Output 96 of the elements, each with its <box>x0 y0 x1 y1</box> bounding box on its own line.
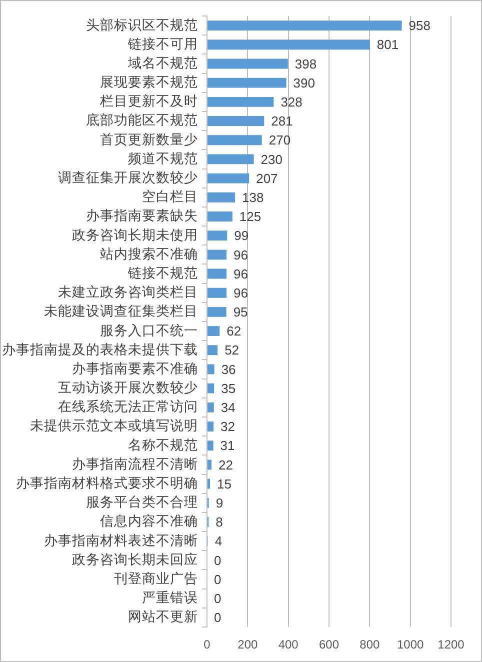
x-tick-label: 1000 <box>396 638 424 652</box>
data-label: 4 <box>214 534 222 549</box>
data-label: 95 <box>233 304 248 320</box>
data-label: 281 <box>271 114 293 129</box>
y-tick-label: 政务咨询长期未使用 <box>72 227 198 242</box>
y-tick-label: 频道不规范 <box>128 150 198 166</box>
data-label: 32 <box>220 419 235 434</box>
y-tick-label: 链接不规范 <box>127 265 198 280</box>
y-tick-label: 信息内容不准确 <box>100 514 198 529</box>
y-tick-label: 首页更新数量少 <box>100 132 198 147</box>
data-label: 0 <box>214 590 222 606</box>
bar <box>208 230 228 241</box>
bar <box>208 345 218 356</box>
data-label: 9 <box>216 495 224 510</box>
data-label: 96 <box>234 247 248 262</box>
data-label: 207 <box>256 170 278 186</box>
data-label: 34 <box>220 400 236 415</box>
bar <box>208 326 220 336</box>
data-label: 0 <box>214 572 222 587</box>
x-tick-label: 0 <box>204 638 211 652</box>
bar <box>208 96 274 107</box>
data-label: 230 <box>260 152 282 167</box>
bar <box>208 20 402 31</box>
bar <box>208 40 370 50</box>
y-tick-label: 办事指南要素缺失 <box>86 208 198 224</box>
data-label: 398 <box>294 56 317 72</box>
data-label: 958 <box>408 18 430 34</box>
y-tick-label: 办事指南要素不准确 <box>72 360 198 376</box>
data-label: 99 <box>234 228 249 244</box>
data-label: 0 <box>214 610 222 626</box>
y-tick-label: 服务平台类不合理 <box>86 494 198 510</box>
bar <box>208 478 210 489</box>
data-label: 0 <box>214 552 222 568</box>
data-label: 270 <box>268 132 291 148</box>
bar <box>208 173 250 184</box>
data-label: 15 <box>217 476 232 492</box>
bar <box>208 116 264 126</box>
data-label: 125 <box>239 209 262 224</box>
y-tick-label: 办事指南流程不清晰 <box>72 456 198 472</box>
y-tick-label: 政务咨询长期未回应 <box>72 552 198 567</box>
bar <box>208 440 214 451</box>
y-tick-label: 刊登商业广告 <box>114 570 198 586</box>
data-label: 52 <box>224 342 240 358</box>
bar <box>208 402 214 412</box>
bar <box>208 58 288 69</box>
y-tick-label: 链接不可用 <box>127 36 198 52</box>
bar <box>208 422 214 432</box>
bar <box>208 364 214 374</box>
y-tick-label: 未提供示范文本或填写说明 <box>30 418 198 434</box>
data-label: 22 <box>218 457 233 472</box>
x-tick-label: 400 <box>278 638 299 652</box>
data-label: 62 <box>226 324 242 339</box>
data-label: 35 <box>221 380 236 396</box>
data-label: 390 <box>293 75 316 90</box>
data-label: 138 <box>242 190 264 205</box>
x-tick-label: 600 <box>318 638 340 652</box>
y-tick-label: 服务入口不统一 <box>100 322 198 338</box>
data-label: 96 <box>234 266 248 282</box>
y-tick-label: 站内搜索不准确 <box>100 246 198 262</box>
data-label: 801 <box>376 37 399 52</box>
bar <box>208 383 214 394</box>
data-label: 328 <box>280 94 302 110</box>
y-tick-label: 办事指南材料格式要求不明确 <box>16 476 198 491</box>
data-label: 31 <box>220 438 235 454</box>
y-tick-label: 办事指南提及的表格未提供下载 <box>2 342 198 357</box>
bar <box>208 78 286 88</box>
bar <box>208 288 227 298</box>
data-label: 96 <box>234 285 248 300</box>
data-label: 36 <box>221 362 236 377</box>
x-tick-label: 800 <box>360 638 380 652</box>
bar <box>208 306 226 317</box>
bar <box>208 460 212 470</box>
y-tick-label: 展现要素不规范 <box>100 74 198 90</box>
bar <box>208 212 232 222</box>
y-tick-label: 底部功能区不规范 <box>86 112 198 128</box>
y-tick-label: 未能建设调查征集类栏目 <box>44 304 198 319</box>
y-tick-label: 办事指南材料表述不清晰 <box>44 532 198 548</box>
y-tick-label: 网站不更新 <box>128 609 198 624</box>
y-tick-label: 调查征集开展次数较少 <box>58 170 198 186</box>
y-tick-label: 空白栏目 <box>142 189 198 204</box>
y-tick-label: 名称不规范 <box>128 437 198 452</box>
bar <box>208 135 262 146</box>
y-tick-label: 互动访谈开展次数较少 <box>58 380 198 396</box>
x-tick-label: 1200 <box>438 638 465 652</box>
bar <box>208 268 227 279</box>
bar <box>208 250 227 260</box>
y-tick-label: 栏目更新不及时 <box>99 94 198 109</box>
y-tick-label: 头部标识区不规范 <box>86 17 198 32</box>
y-tick-label: 在线系统无法正常访问 <box>58 399 198 414</box>
y-tick-label: 域名不规范 <box>127 55 198 70</box>
data-label: 8 <box>216 514 223 530</box>
y-tick-label: 未建立政务咨询类栏目 <box>58 284 198 300</box>
x-tick-label: 200 <box>238 638 258 652</box>
bar <box>208 154 254 164</box>
bar <box>208 192 236 202</box>
y-tick-label: 严重错误 <box>142 590 198 606</box>
